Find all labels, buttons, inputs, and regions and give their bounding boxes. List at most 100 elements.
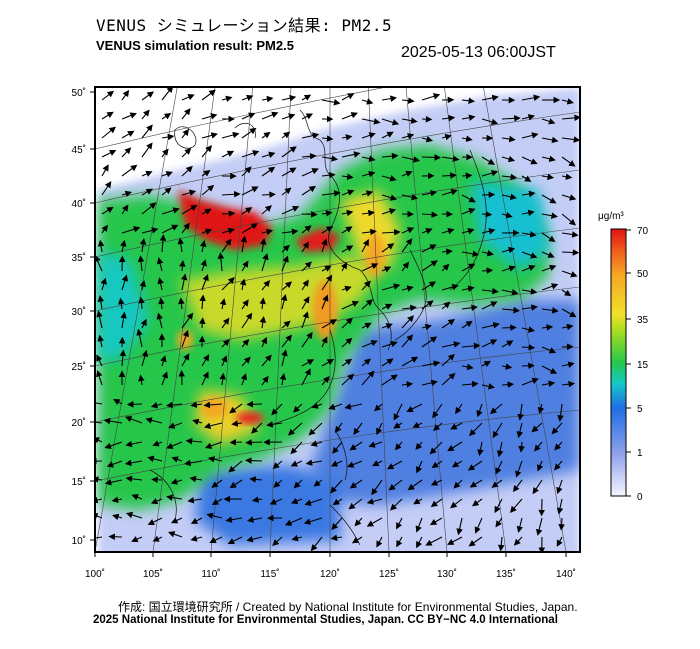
wind-arrow [304,498,323,506]
forecast-timestamp: 2025-05-13 06:00JST [401,44,556,61]
wind-arrow [181,128,190,139]
orange-spot-1 [313,280,337,340]
wind-arrow [455,403,463,415]
wind-arrow [121,274,129,291]
wind-arrow [537,403,545,415]
wind-arrow [261,131,271,139]
wind-arrow [281,113,296,120]
wind-arrow [281,255,289,272]
wind-arrow [366,517,383,527]
wind-arrow [241,338,250,348]
wind-arrow [341,173,354,180]
wind-arrow [374,403,383,412]
wind-arrow [136,328,143,348]
wind-arrow [199,294,206,310]
wind-arrow [138,374,145,386]
wind-arrow [381,374,398,386]
wind-arrow [561,213,577,226]
wind-arrow [393,403,403,421]
wind-arrow [341,317,353,329]
wind-arrow [192,418,203,426]
wind-arrow [381,243,395,253]
wind-arrow [241,94,254,102]
wind-arrow [120,239,127,253]
wind-arrow [541,365,558,374]
wind-arrow [349,441,363,451]
wind-arrow [521,190,536,198]
wind-arrow [201,273,209,291]
wind-arrow [281,131,291,139]
wind-arrow [495,460,503,475]
wind-arrow [229,479,243,489]
wind-arrow [141,202,157,215]
wind-arrow [494,498,503,514]
wind-arrow [441,372,456,386]
wind-arrow [138,296,145,310]
wind-arrow [321,265,332,272]
wind-arrow [557,403,564,422]
wind-arrow [101,206,114,215]
wind-arrow [401,356,419,367]
wind-arrow [421,136,434,143]
wind-arrow [104,441,123,449]
wind-arrow [303,517,323,525]
wind-arrow [461,114,476,121]
wind-arrow [119,349,127,367]
wind-arrow [245,439,263,446]
wind-arrow [341,285,352,292]
colorbar-tick-label: 5 [637,404,643,415]
wind-arrow [541,155,556,162]
wind-arrow [141,124,153,139]
wind-arrow [221,210,236,217]
wind-arrow [477,441,484,457]
wind-arrow [184,459,203,467]
wind-arrow [541,264,557,272]
wind-arrow [461,320,473,329]
wind-arrow [396,517,403,530]
lat-tick-label: 20˚ [72,417,86,429]
wind-arrow [381,95,397,102]
wind-arrow [95,402,103,405]
wind-arrow [441,263,450,272]
wind-arrow [348,498,363,510]
wind-arrow [145,417,163,424]
wind-arrow [97,334,104,348]
wind-arrow [321,226,334,234]
wind-arrow [501,115,521,122]
wind-arrow [211,498,223,506]
wind-arrow [124,459,143,467]
wind-arrow [341,209,354,217]
wind-arrow [481,360,492,368]
wind-arrow [121,89,130,101]
wind-arrow [421,211,439,218]
wind-arrow [239,278,247,291]
wind-arrow [221,131,240,139]
wind-arrow [366,498,383,505]
wind-arrow [166,441,183,450]
concentration-field [95,87,580,552]
wind-arrow [406,403,423,413]
wind-arrow [432,422,443,431]
wind-arrow [181,189,197,196]
wind-arrow [535,517,543,536]
wind-arrow [280,293,288,310]
wind-arrow [241,356,251,367]
wind-arrow [481,169,499,177]
wind-arrow [467,460,483,471]
wind-arrow [556,479,563,495]
wind-arrow [450,422,463,430]
wind-arrow [266,421,283,428]
wind-arrow [201,170,211,177]
wind-arrow [521,231,537,238]
wind-arrow [381,118,400,126]
wind-arrow [293,403,303,413]
wind-arrow [381,208,397,215]
wind-arrow [228,460,243,473]
wind-arrow [349,479,363,489]
wind-arrow [421,323,432,331]
wind-arrow [456,517,463,536]
wind-arrow [261,205,272,215]
wind-arrow [269,498,283,505]
wind-arrow [221,339,230,348]
wind-arrow [541,324,554,331]
